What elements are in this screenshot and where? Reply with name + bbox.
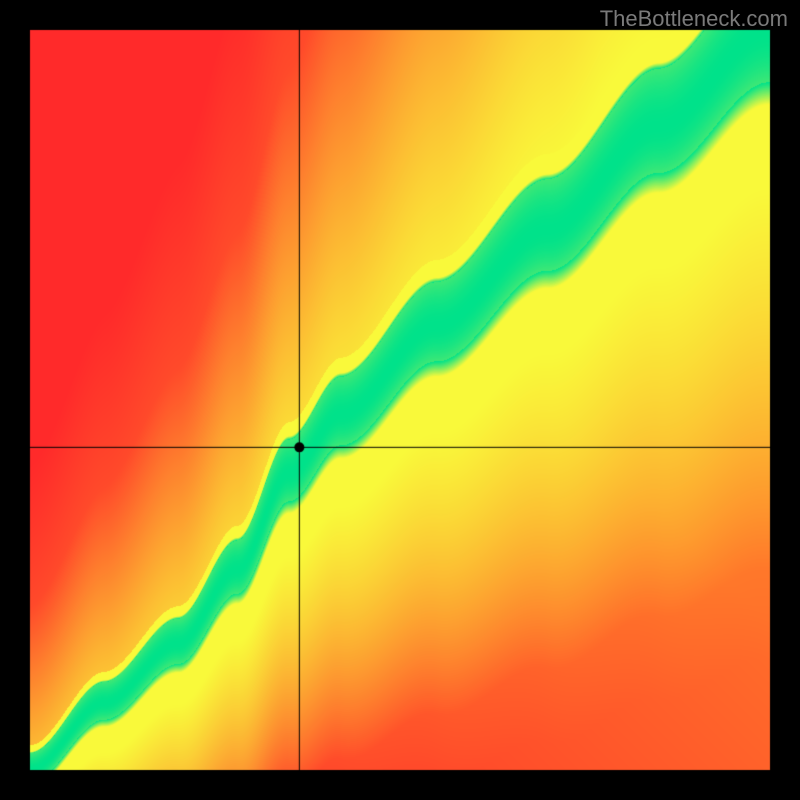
chart-container: TheBottleneck.com — [0, 0, 800, 800]
watermark-label: TheBottleneck.com — [600, 6, 788, 32]
bottleneck-heatmap-canvas — [0, 0, 800, 800]
